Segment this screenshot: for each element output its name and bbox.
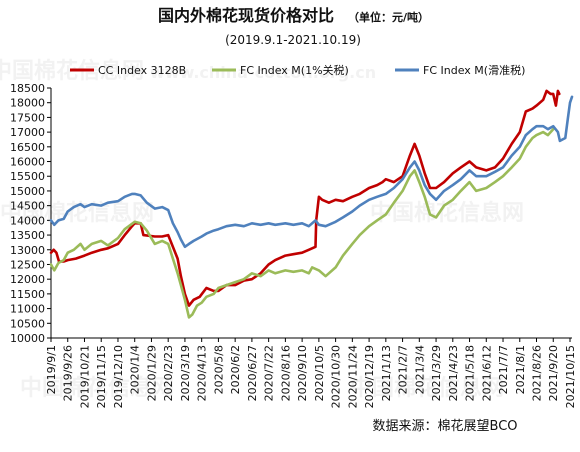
watermark-text: www.china-cotton.org.cn [150, 63, 376, 82]
x-tick-label: 2021/7/7 [497, 345, 510, 394]
x-tick-label: 2019/12/10 [112, 345, 125, 408]
y-tick-label: 15500 [10, 170, 45, 183]
y-tick-label: 15000 [10, 185, 45, 198]
y-tick-label: 11000 [10, 303, 45, 316]
x-tick-label: 2019/9/1 [45, 345, 58, 394]
y-tick-label: 16000 [10, 156, 45, 169]
y-tick-label: 13500 [10, 229, 45, 242]
y-tick-label: 14000 [10, 214, 45, 227]
series-line-3 [49, 95, 574, 249]
x-tick-label: 2020/4/13 [196, 345, 209, 401]
x-tick-label: 2021/4/23 [447, 345, 460, 401]
x-tick-label: 2021/2/7 [397, 345, 410, 394]
y-tick-label: 11500 [10, 288, 45, 301]
legend: CC Index 3128B FC Index M(1%关税) FC Index M… [70, 63, 525, 77]
x-tick-label: 2019/10/21 [78, 345, 91, 408]
x-tick-label: 2021/8/26 [531, 345, 544, 401]
x-tick-label: 2021/3/29 [430, 345, 443, 401]
x-tick-label: 2020/2/23 [162, 345, 175, 401]
y-tick-label: 16500 [10, 141, 45, 154]
y-tick-label: 14500 [10, 200, 45, 213]
series-line-2 [49, 127, 555, 319]
x-tick-label: 2019/9/26 [62, 345, 75, 401]
x-tick-label: 2021/8/1 [514, 345, 527, 394]
x-tick-label: 2021/5/18 [464, 345, 477, 401]
y-tick-label: 18500 [10, 82, 45, 95]
watermark-text: 中国棉花信息网 [350, 375, 504, 401]
x-tick-label: 2020/10/30 [330, 345, 343, 408]
chart-subtitle: (2019.9.1-2021.10.19) [225, 33, 361, 47]
x-tick-label: 2020/3/19 [179, 345, 192, 401]
x-tick-label: 2020/6/2 [229, 345, 242, 394]
x-tick-label: 2020/11/24 [346, 345, 359, 408]
y-tick-label: 17000 [10, 126, 45, 139]
y-tick-label: 17500 [10, 111, 45, 124]
x-tick-label: 2021/10/15 [564, 345, 577, 408]
y-tick-label: 13000 [10, 244, 45, 257]
y-tick-label: 10500 [10, 317, 45, 330]
series-line-1 [49, 89, 561, 307]
x-tick-label: 2020/7/22 [263, 345, 276, 401]
x-axis: 2019/9/1 2019/9/26 2019/10/21 2019/11/15 201… [45, 337, 577, 408]
y-tick-label: 12000 [10, 273, 45, 286]
series-layer [49, 89, 574, 319]
x-tick-label: 2019/11/15 [95, 345, 108, 408]
x-tick-label: 2020/1/4 [129, 345, 142, 394]
chart-unit: （单位：元/吨） [348, 10, 429, 24]
watermark-text: 中国棉花信息网 [20, 375, 174, 401]
x-tick-label: 2020/6/27 [246, 345, 259, 401]
x-tick-label: 2021/1/13 [380, 345, 393, 401]
x-tick-label: 2020/8/16 [279, 345, 292, 401]
source-note: 数据来源：棉花展望BCO [373, 418, 518, 434]
y-tick-label: 10000 [10, 332, 45, 345]
x-tick-label: 2021/3/4 [413, 345, 426, 394]
x-tick-label: 2020/9/10 [296, 345, 309, 401]
x-tick-label: 2020/12/19 [363, 345, 376, 408]
y-tick-label: 18000 [10, 97, 45, 110]
x-tick-label: 2020/5/8 [212, 345, 225, 394]
legend-label: CC Index 3128B [98, 64, 186, 77]
x-tick-label: 2020/1/29 [145, 345, 158, 401]
x-tick-label: 2021/6/12 [480, 345, 493, 401]
legend-label: FC Index M(滑准税) [423, 63, 525, 77]
x-tick-label: 2020/10/5 [313, 345, 326, 401]
legend-label: FC Index M(1%关税) [240, 63, 349, 77]
y-tick-label: 12500 [10, 258, 45, 271]
chart-title: 国内外棉花现货价格对比 [158, 6, 334, 25]
x-tick-label: 2021/9/20 [547, 345, 560, 401]
